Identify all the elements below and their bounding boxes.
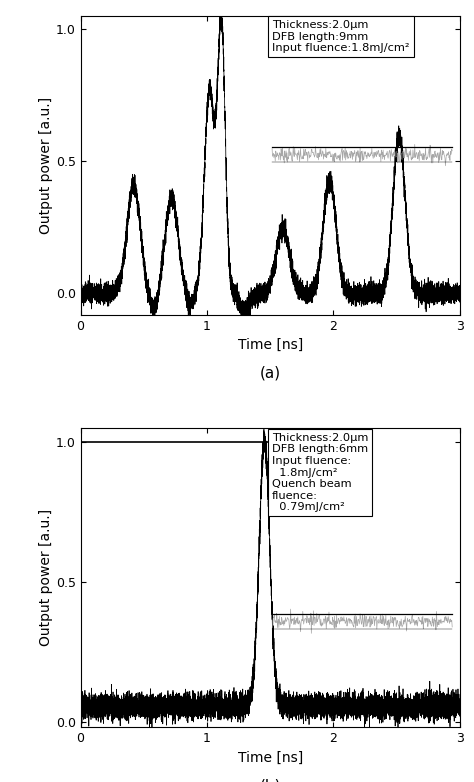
- Text: Thickness:2.0μm
DFB length:6mm
Input fluence:
  1.8mJ/cm²
Quench beam
fluence:
 : Thickness:2.0μm DFB length:6mm Input flu…: [272, 432, 368, 512]
- X-axis label: Time [ns]: Time [ns]: [237, 751, 303, 765]
- Y-axis label: Output power [a.u.]: Output power [a.u.]: [39, 509, 53, 646]
- X-axis label: Time [ns]: Time [ns]: [237, 338, 303, 352]
- Text: Thickness:2.0μm
DFB length:9mm
Input fluence:1.8mJ/cm²: Thickness:2.0μm DFB length:9mm Input flu…: [272, 20, 410, 53]
- Text: (b): (b): [259, 778, 281, 782]
- Text: (a): (a): [260, 365, 281, 381]
- Y-axis label: Output power [a.u.]: Output power [a.u.]: [39, 97, 53, 234]
